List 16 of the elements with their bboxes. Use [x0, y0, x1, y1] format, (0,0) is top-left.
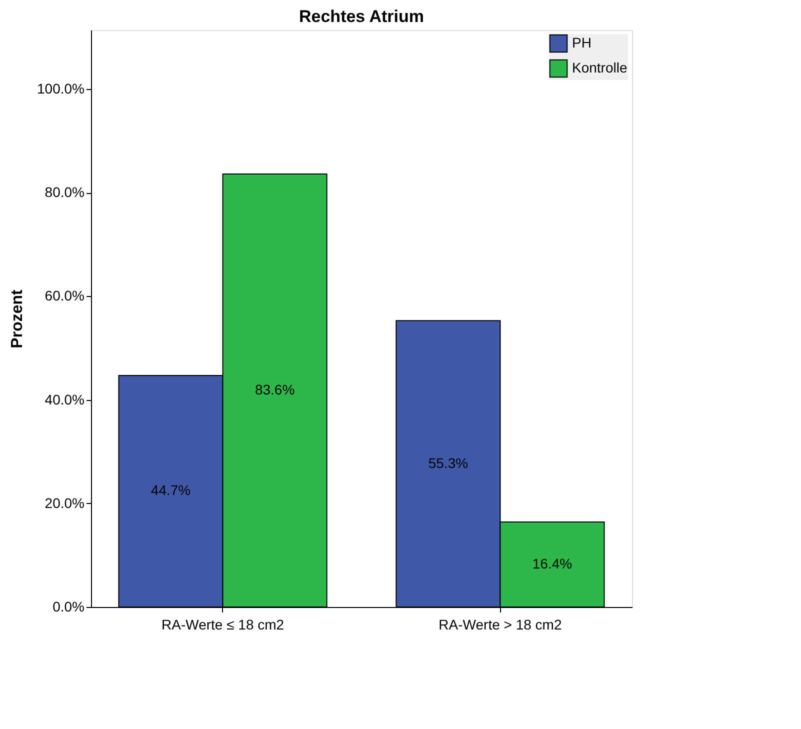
y-tick-label: 40.0% [44, 391, 84, 408]
y-axis-title: Prozent [9, 288, 26, 348]
x-tick-label: RA-Werte > 18 cm2 [438, 616, 562, 632]
chart-title: Rechtes Atrium [298, 7, 424, 26]
y-tick-label: 100.0% [37, 80, 84, 97]
data-label: 44.7% [150, 482, 191, 498]
legend-label: PH [572, 34, 592, 50]
y-tick-label: 80.0% [44, 184, 84, 200]
y-tick-label: 20.0% [44, 494, 84, 511]
y-tick-label: 60.0% [44, 288, 84, 304]
data-label: 83.6% [254, 381, 295, 398]
legend-label: Kontrolle [572, 60, 628, 76]
data-label: 16.4% [532, 556, 572, 572]
x-tick-label: RA-Werte ≤ 18 cm2 [161, 616, 284, 632]
data-label: 55.3% [428, 454, 468, 471]
y-tick-label: 0.0% [52, 598, 84, 614]
